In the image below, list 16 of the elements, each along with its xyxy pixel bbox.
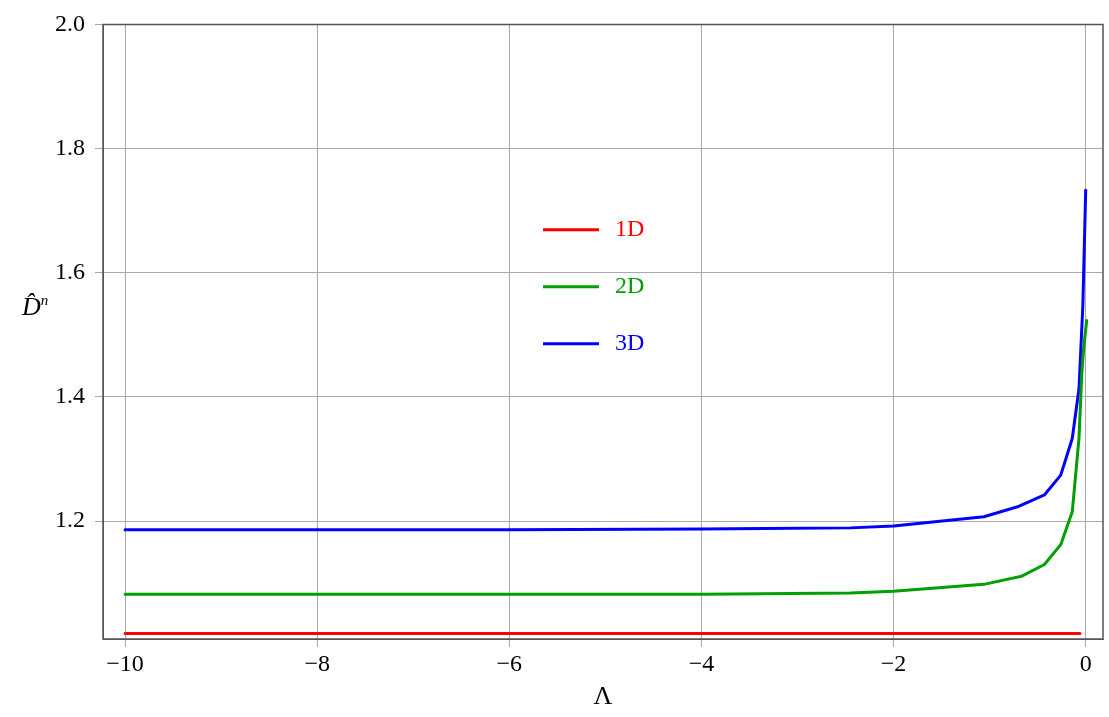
x-axis-title: Λ <box>593 681 613 711</box>
x-tick-label: −4 <box>688 649 715 676</box>
y-tick-label: 2.0 <box>55 9 85 36</box>
x-tick-label: 0 <box>1079 649 1092 676</box>
y-tick-label: 1.2 <box>55 506 85 533</box>
y-tick-label: 1.6 <box>55 258 85 285</box>
y-axis-title: D̂$^{n}$ <box>22 292 49 322</box>
y-tick-label: 1.8 <box>55 133 85 160</box>
x-tick-label: −2 <box>880 649 907 676</box>
y-tick-label: 1.4 <box>55 382 85 409</box>
legend-label: 2D <box>615 272 645 298</box>
legend-label: 1D <box>615 215 645 241</box>
x-tick-label: −10 <box>106 649 144 676</box>
legend-label: 3D <box>615 329 645 355</box>
x-tick-label: −8 <box>304 649 330 676</box>
x-tick-label: −6 <box>496 649 523 676</box>
